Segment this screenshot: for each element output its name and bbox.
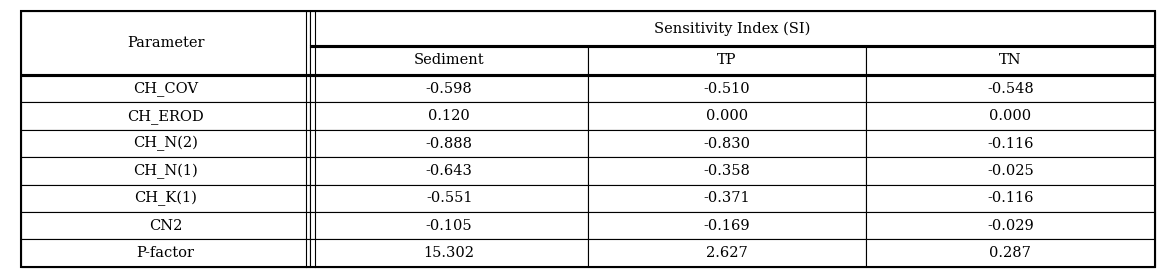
Bar: [21, 11, 310, 75]
Text: TN: TN: [998, 53, 1022, 67]
Bar: [310, 157, 588, 185]
Text: -0.643: -0.643: [426, 164, 473, 178]
Text: 0.000: 0.000: [706, 109, 748, 123]
Text: CH_N(2): CH_N(2): [133, 136, 198, 151]
Bar: [866, 103, 1155, 130]
Bar: [310, 11, 1155, 46]
Bar: [866, 239, 1155, 267]
Text: 15.302: 15.302: [423, 246, 475, 260]
Text: -0.598: -0.598: [426, 82, 473, 96]
Text: -0.548: -0.548: [987, 82, 1034, 96]
Bar: [21, 103, 310, 130]
Text: -0.551: -0.551: [426, 191, 473, 205]
Bar: [310, 103, 588, 130]
Bar: [866, 130, 1155, 157]
Text: 0.120: 0.120: [428, 109, 470, 123]
Bar: [588, 75, 866, 103]
Bar: [21, 239, 310, 267]
Bar: [310, 185, 588, 212]
Bar: [310, 46, 588, 75]
Text: 0.287: 0.287: [989, 246, 1031, 260]
Text: -0.510: -0.510: [703, 82, 750, 96]
Bar: [866, 212, 1155, 239]
Text: -0.025: -0.025: [987, 164, 1034, 178]
Bar: [588, 212, 866, 239]
Text: CH_K(1): CH_K(1): [134, 191, 198, 206]
Text: Sensitivity Index (SI): Sensitivity Index (SI): [654, 21, 810, 36]
Bar: [866, 157, 1155, 185]
Text: Parameter: Parameter: [127, 36, 205, 50]
Text: CH_N(1): CH_N(1): [133, 163, 198, 178]
Bar: [310, 239, 588, 267]
Text: 2.627: 2.627: [706, 246, 748, 260]
Bar: [588, 239, 866, 267]
Bar: [21, 75, 310, 103]
Text: -0.105: -0.105: [426, 219, 473, 233]
Bar: [21, 157, 310, 185]
Text: -0.830: -0.830: [703, 136, 750, 151]
Text: -0.116: -0.116: [987, 191, 1034, 205]
Bar: [310, 130, 588, 157]
Bar: [588, 185, 866, 212]
Bar: [588, 46, 866, 75]
Text: TP: TP: [717, 53, 736, 67]
Bar: [21, 185, 310, 212]
Text: CH_COV: CH_COV: [133, 81, 199, 96]
Bar: [21, 130, 310, 157]
Text: 0.000: 0.000: [989, 109, 1031, 123]
Bar: [310, 212, 588, 239]
Bar: [588, 130, 866, 157]
Bar: [866, 46, 1155, 75]
Bar: [866, 185, 1155, 212]
Bar: [310, 75, 588, 103]
Text: -0.029: -0.029: [987, 219, 1034, 233]
Text: -0.169: -0.169: [703, 219, 750, 233]
Text: Sediment: Sediment: [414, 53, 485, 67]
Bar: [866, 75, 1155, 103]
Text: -0.371: -0.371: [703, 191, 750, 205]
Bar: [588, 103, 866, 130]
Text: -0.358: -0.358: [703, 164, 750, 178]
Text: CH_EROD: CH_EROD: [127, 109, 205, 124]
Text: -0.116: -0.116: [987, 136, 1034, 151]
Text: CN2: CN2: [149, 219, 182, 233]
Text: P-factor: P-factor: [136, 246, 195, 260]
Bar: [21, 212, 310, 239]
Text: -0.888: -0.888: [426, 136, 473, 151]
Bar: [588, 157, 866, 185]
